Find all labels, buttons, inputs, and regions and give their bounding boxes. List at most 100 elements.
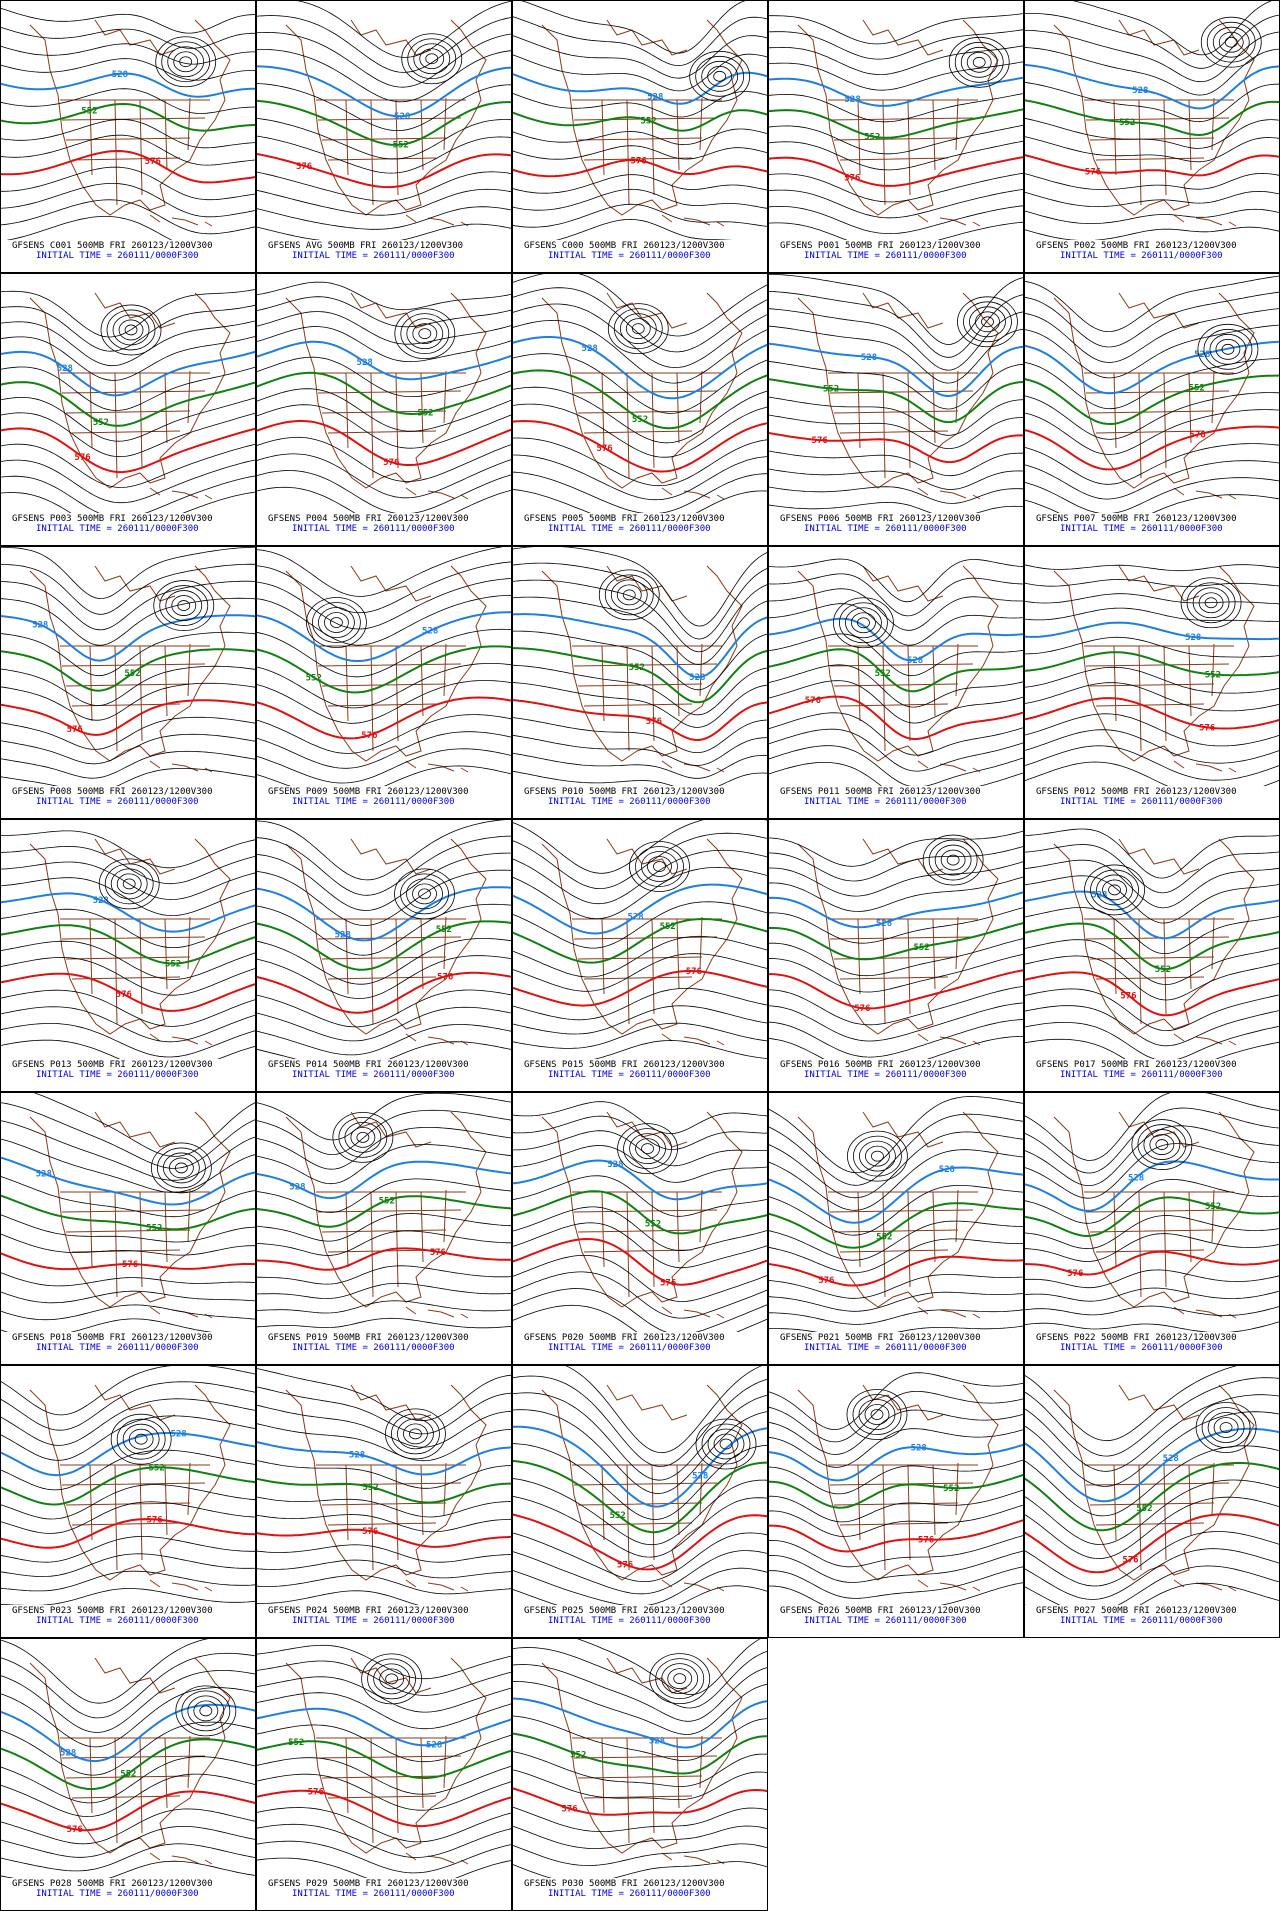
panel-border (256, 273, 512, 546)
contour (1024, 745, 1280, 781)
contour (768, 290, 1024, 358)
low-center-contour (187, 1695, 225, 1727)
contour (256, 281, 512, 311)
contour (512, 988, 768, 1021)
contour (1024, 1125, 1280, 1186)
contour (1024, 291, 1280, 348)
key-contour (0, 1790, 256, 1832)
initial-time: INITIAL TIME = 260111/0000F300 (292, 1616, 455, 1626)
panel-border (512, 1092, 768, 1365)
contour (256, 1590, 419, 1605)
contour-label: 552 (570, 1750, 586, 1760)
contour (256, 819, 512, 881)
low-center-contour (179, 56, 193, 68)
low-center-contour (1212, 26, 1250, 58)
contour (1024, 190, 1280, 207)
low-center-contour (174, 1162, 188, 1174)
key-contour (256, 611, 512, 662)
contour (0, 1501, 256, 1534)
contour-label: 576 (1189, 431, 1205, 441)
contour (1024, 358, 1280, 410)
contour (512, 579, 768, 653)
map-area: 528 552 576 (1024, 0, 1280, 240)
low-center-contour (413, 43, 451, 75)
key-contour (768, 1255, 1024, 1287)
low-center-contour (689, 50, 751, 102)
low-center-contour (641, 851, 678, 882)
initial-time: INITIAL TIME = 260111/0000F300 (548, 1889, 711, 1899)
low-center-contour (134, 1433, 148, 1445)
contour (512, 353, 768, 414)
low-center-contour (165, 590, 203, 621)
contour (0, 88, 256, 114)
map-area: 528 552 576 (256, 0, 512, 240)
panel-border (0, 819, 256, 1092)
contour (768, 396, 1024, 436)
contour (0, 989, 256, 1027)
contour (0, 1023, 256, 1058)
contour (256, 171, 512, 202)
contour-label: 528 (1163, 1454, 1179, 1464)
contour (768, 1459, 1024, 1495)
low-center-contour (701, 60, 739, 92)
initial-time: INITIAL TIME = 260111/0000F300 (804, 1070, 967, 1080)
contour (518, 0, 768, 54)
contour (512, 819, 768, 874)
key-contour (256, 99, 512, 146)
low-center-contour (713, 1433, 739, 1455)
key-contour (0, 1252, 256, 1271)
contour (1024, 30, 1280, 83)
low-center-contour (673, 1673, 687, 1685)
contour (0, 830, 256, 869)
contour-label: 552 (864, 132, 880, 142)
contour (512, 866, 768, 920)
contour (512, 664, 768, 716)
panel-title: GFSENS C000 500MB FRI 260123/1200V300 (524, 241, 724, 251)
contour (1024, 761, 1280, 786)
contour (0, 166, 256, 201)
contour (1024, 1178, 1280, 1224)
low-center-contour (655, 1658, 705, 1700)
low-center-contour (175, 1685, 237, 1737)
low-center-contour (981, 316, 994, 328)
contour-label: 528 (1091, 891, 1107, 901)
contour (256, 388, 512, 432)
contour (768, 325, 1024, 384)
key-contour (256, 886, 512, 942)
low-center-contour (150, 1142, 212, 1194)
low-center-contour (975, 311, 1000, 333)
low-center-contour (409, 1428, 422, 1440)
key-contour (768, 1473, 1024, 1509)
panel-title: GFSENS P022 500MB FRI 260123/1200V300 (1036, 1333, 1236, 1343)
key-contour (256, 1195, 512, 1228)
low-center-contour (641, 1143, 654, 1155)
contour-label: 576 (617, 1560, 633, 1570)
contour-label: 528 (60, 1748, 76, 1758)
initial-time: INITIAL TIME = 260111/0000F300 (804, 797, 967, 807)
contour (768, 1309, 1024, 1325)
contour (0, 183, 256, 218)
contour (512, 174, 768, 194)
key-contour (0, 381, 256, 427)
contour (1024, 1411, 1280, 1487)
low-center-contour (719, 1438, 733, 1450)
low-center-contour (629, 1133, 666, 1165)
low-center-contour (653, 861, 666, 872)
contour (768, 1238, 1024, 1274)
panel-border (0, 273, 256, 546)
low-center-contour (418, 888, 431, 900)
low-center-contour (963, 301, 1012, 343)
low-center-contour (1204, 597, 1218, 609)
map-panel: 528 552 576 GFSENS P015 500MB FRI 260123/12… (512, 819, 768, 1092)
contour (1024, 1565, 1280, 1605)
contour-label: 528 (1194, 350, 1210, 360)
contour (768, 953, 1024, 993)
contour-label: 552 (823, 385, 839, 395)
contour-label: 576 (1085, 168, 1101, 178)
contour-label: 576 (844, 173, 860, 183)
low-center-contour (972, 56, 986, 68)
contour (512, 35, 768, 79)
contour (256, 436, 512, 482)
contour (512, 91, 768, 118)
